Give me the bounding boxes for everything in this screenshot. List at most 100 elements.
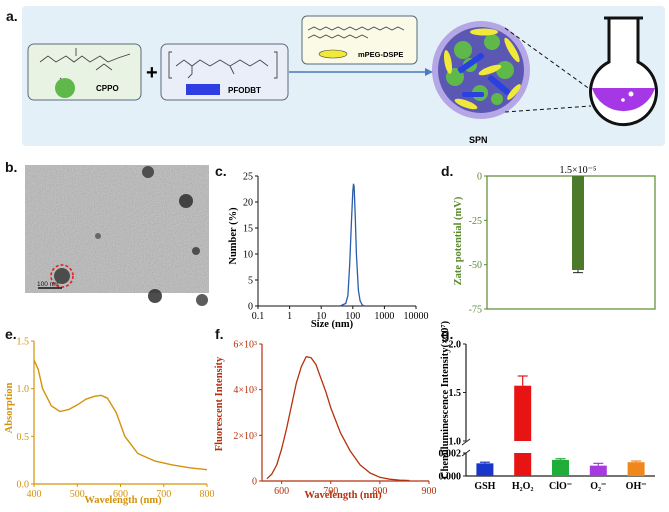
scale-bar-label: 100 nm: [37, 281, 59, 288]
bar-spn: [572, 176, 584, 270]
x-tick-label: 1: [287, 311, 292, 322]
y-tick-label: 1.0: [449, 437, 462, 448]
y-tick-label: 1.5: [17, 337, 30, 348]
x-tick-label: 0.1: [252, 311, 265, 322]
tem-noise: [25, 165, 209, 293]
panel-label-e: e.: [5, 326, 17, 342]
panel-label-f: f.: [215, 326, 224, 342]
y-tick-label: 0: [252, 477, 257, 488]
x-tick-label: 10000: [404, 311, 429, 322]
y-tick-label: 0.5: [17, 432, 30, 443]
cppo-dot-icon: [55, 78, 75, 98]
chart-d-ylabel: Zate potential (mV): [453, 196, 464, 285]
y-tick-label: 4×10³: [233, 385, 257, 396]
panel-label-d: d.: [441, 163, 453, 179]
highlight-circle: [50, 264, 74, 288]
arrow-head-icon: [425, 68, 433, 76]
bar-1-lower: [514, 453, 532, 476]
panel-label-g: g.: [441, 326, 453, 342]
chart-f-xlabel: Wavelength (nm): [304, 490, 382, 501]
panel-label-c: c.: [215, 163, 227, 179]
y-tick-label: 6×10³: [233, 340, 257, 351]
category-label: GSH: [474, 481, 495, 492]
x-tick-label: 10: [316, 311, 326, 322]
chart-d: 0 -25 -50 -75 1.5×10⁻⁵: [469, 165, 656, 316]
y-tick-label: 10: [243, 250, 253, 261]
y-tick-label: 0: [477, 172, 482, 183]
panel-b: b. 100 nm: [5, 159, 209, 306]
panel-label-b: b.: [5, 159, 17, 175]
tem-particle: [192, 247, 200, 255]
y-tick-label: 20: [243, 198, 253, 209]
cppo-label: CPPO: [96, 84, 119, 93]
y-tick-label: 2×10³: [233, 431, 257, 442]
x-tick-label: 900: [422, 486, 437, 497]
size-distribution-line: [339, 183, 365, 307]
zoom-line-bottom: [504, 105, 592, 113]
chart-g-ylabel: Chemiluminescence Intensity(×10⁷): [440, 320, 451, 479]
fluorescence-line: [266, 355, 410, 482]
tem-particle: [95, 233, 101, 239]
panel-label-a: a.: [6, 8, 18, 24]
y-tick-label: 1.0: [17, 384, 30, 395]
y-tick-label: -75: [469, 305, 482, 316]
y-tick-label: 5: [248, 276, 253, 287]
chart-f: 600 700 800 900 0 2×10³ 4×10³ 6×10³: [233, 340, 436, 498]
x-tick-label: 600: [274, 486, 289, 497]
absorption-line: [33, 359, 208, 471]
category-label: H₂O₂: [512, 481, 534, 492]
bar-0: [476, 463, 494, 476]
pfodbt-box: PFODBT: [160, 43, 289, 101]
x-tick-label: 700: [323, 486, 338, 497]
pfodbt-bar-icon: [186, 84, 220, 95]
x-tick-label: 100: [345, 311, 360, 322]
y-tick-label: 0.000: [439, 472, 462, 483]
tem-particle-highlighted: [54, 268, 70, 284]
y-tick-label: 25: [243, 172, 253, 183]
chart-f-ylabel: Fluorescent Intensity: [214, 356, 225, 451]
x-tick-label: 800: [200, 489, 215, 500]
tem-particle: [148, 289, 162, 303]
chart-e-ylabel: Absorption: [4, 382, 15, 433]
chart-c-ylabel: Number (%): [228, 207, 239, 265]
x-tick-label: 600: [113, 489, 128, 500]
cppo-box: CPPO: [27, 43, 142, 101]
panel-a: a. CPPO + PFODBT mPEG-DSPE: [6, 6, 665, 146]
pfodbt-label: PFODBT: [228, 86, 261, 95]
peg-rod-icon: [318, 49, 348, 59]
y-tick-label: 2.0: [449, 340, 462, 351]
category-label: ClO⁻: [549, 481, 572, 492]
axis-break-mark: [461, 438, 471, 446]
tem-particle: [179, 194, 193, 208]
chart-e-xlabel: Wavelength (nm): [84, 495, 162, 506]
x-tick-label: 500: [70, 489, 85, 500]
x-tick-label: 700: [156, 489, 171, 500]
tem-particle: [142, 166, 154, 178]
y-tick-label: -25: [469, 216, 482, 227]
y-tick-label: 15: [243, 224, 253, 235]
flask-icon: [589, 16, 658, 127]
y-tick-label: 1.5: [449, 388, 462, 399]
plot-frame: [486, 175, 656, 310]
peg-label: mPEG-DSPE: [358, 50, 403, 59]
spn-label: SPN: [469, 135, 488, 145]
zoom-line-top: [504, 27, 592, 91]
panel-e: e. 400 500 600 700 800 0.0 0.5 1.0 1.5 Wavelengt…: [4, 326, 215, 506]
cppo-structure: [39, 48, 131, 85]
tem-particle: [196, 294, 208, 306]
x-tick-label: 400: [27, 489, 42, 500]
bar-4: [627, 462, 645, 476]
bar-3: [589, 465, 607, 476]
chart-c: 0.1 1 10 100 1000 10000 0 5 10 15 20 25: [243, 172, 429, 323]
peg-box: mPEG-DSPE: [301, 15, 418, 65]
y-tick-label: 0.0: [17, 480, 30, 491]
bar-1: [514, 385, 532, 441]
panel-f: f. 600 700 800 900 0 2×10³ 4×10³ 6×10³ Waveleng…: [214, 326, 437, 501]
chart-c-xlabel: Size (nm): [311, 319, 354, 330]
panel-c: c. 0.1 1 10 100 1000 10000 0 5 10 15 20 25 Size (nm…: [215, 163, 429, 330]
chart-e: 400 500 600 700 800 0.0 0.5 1.0 1.5: [17, 337, 215, 501]
p-value-annotation: 1.5×10⁻⁵: [560, 165, 597, 176]
